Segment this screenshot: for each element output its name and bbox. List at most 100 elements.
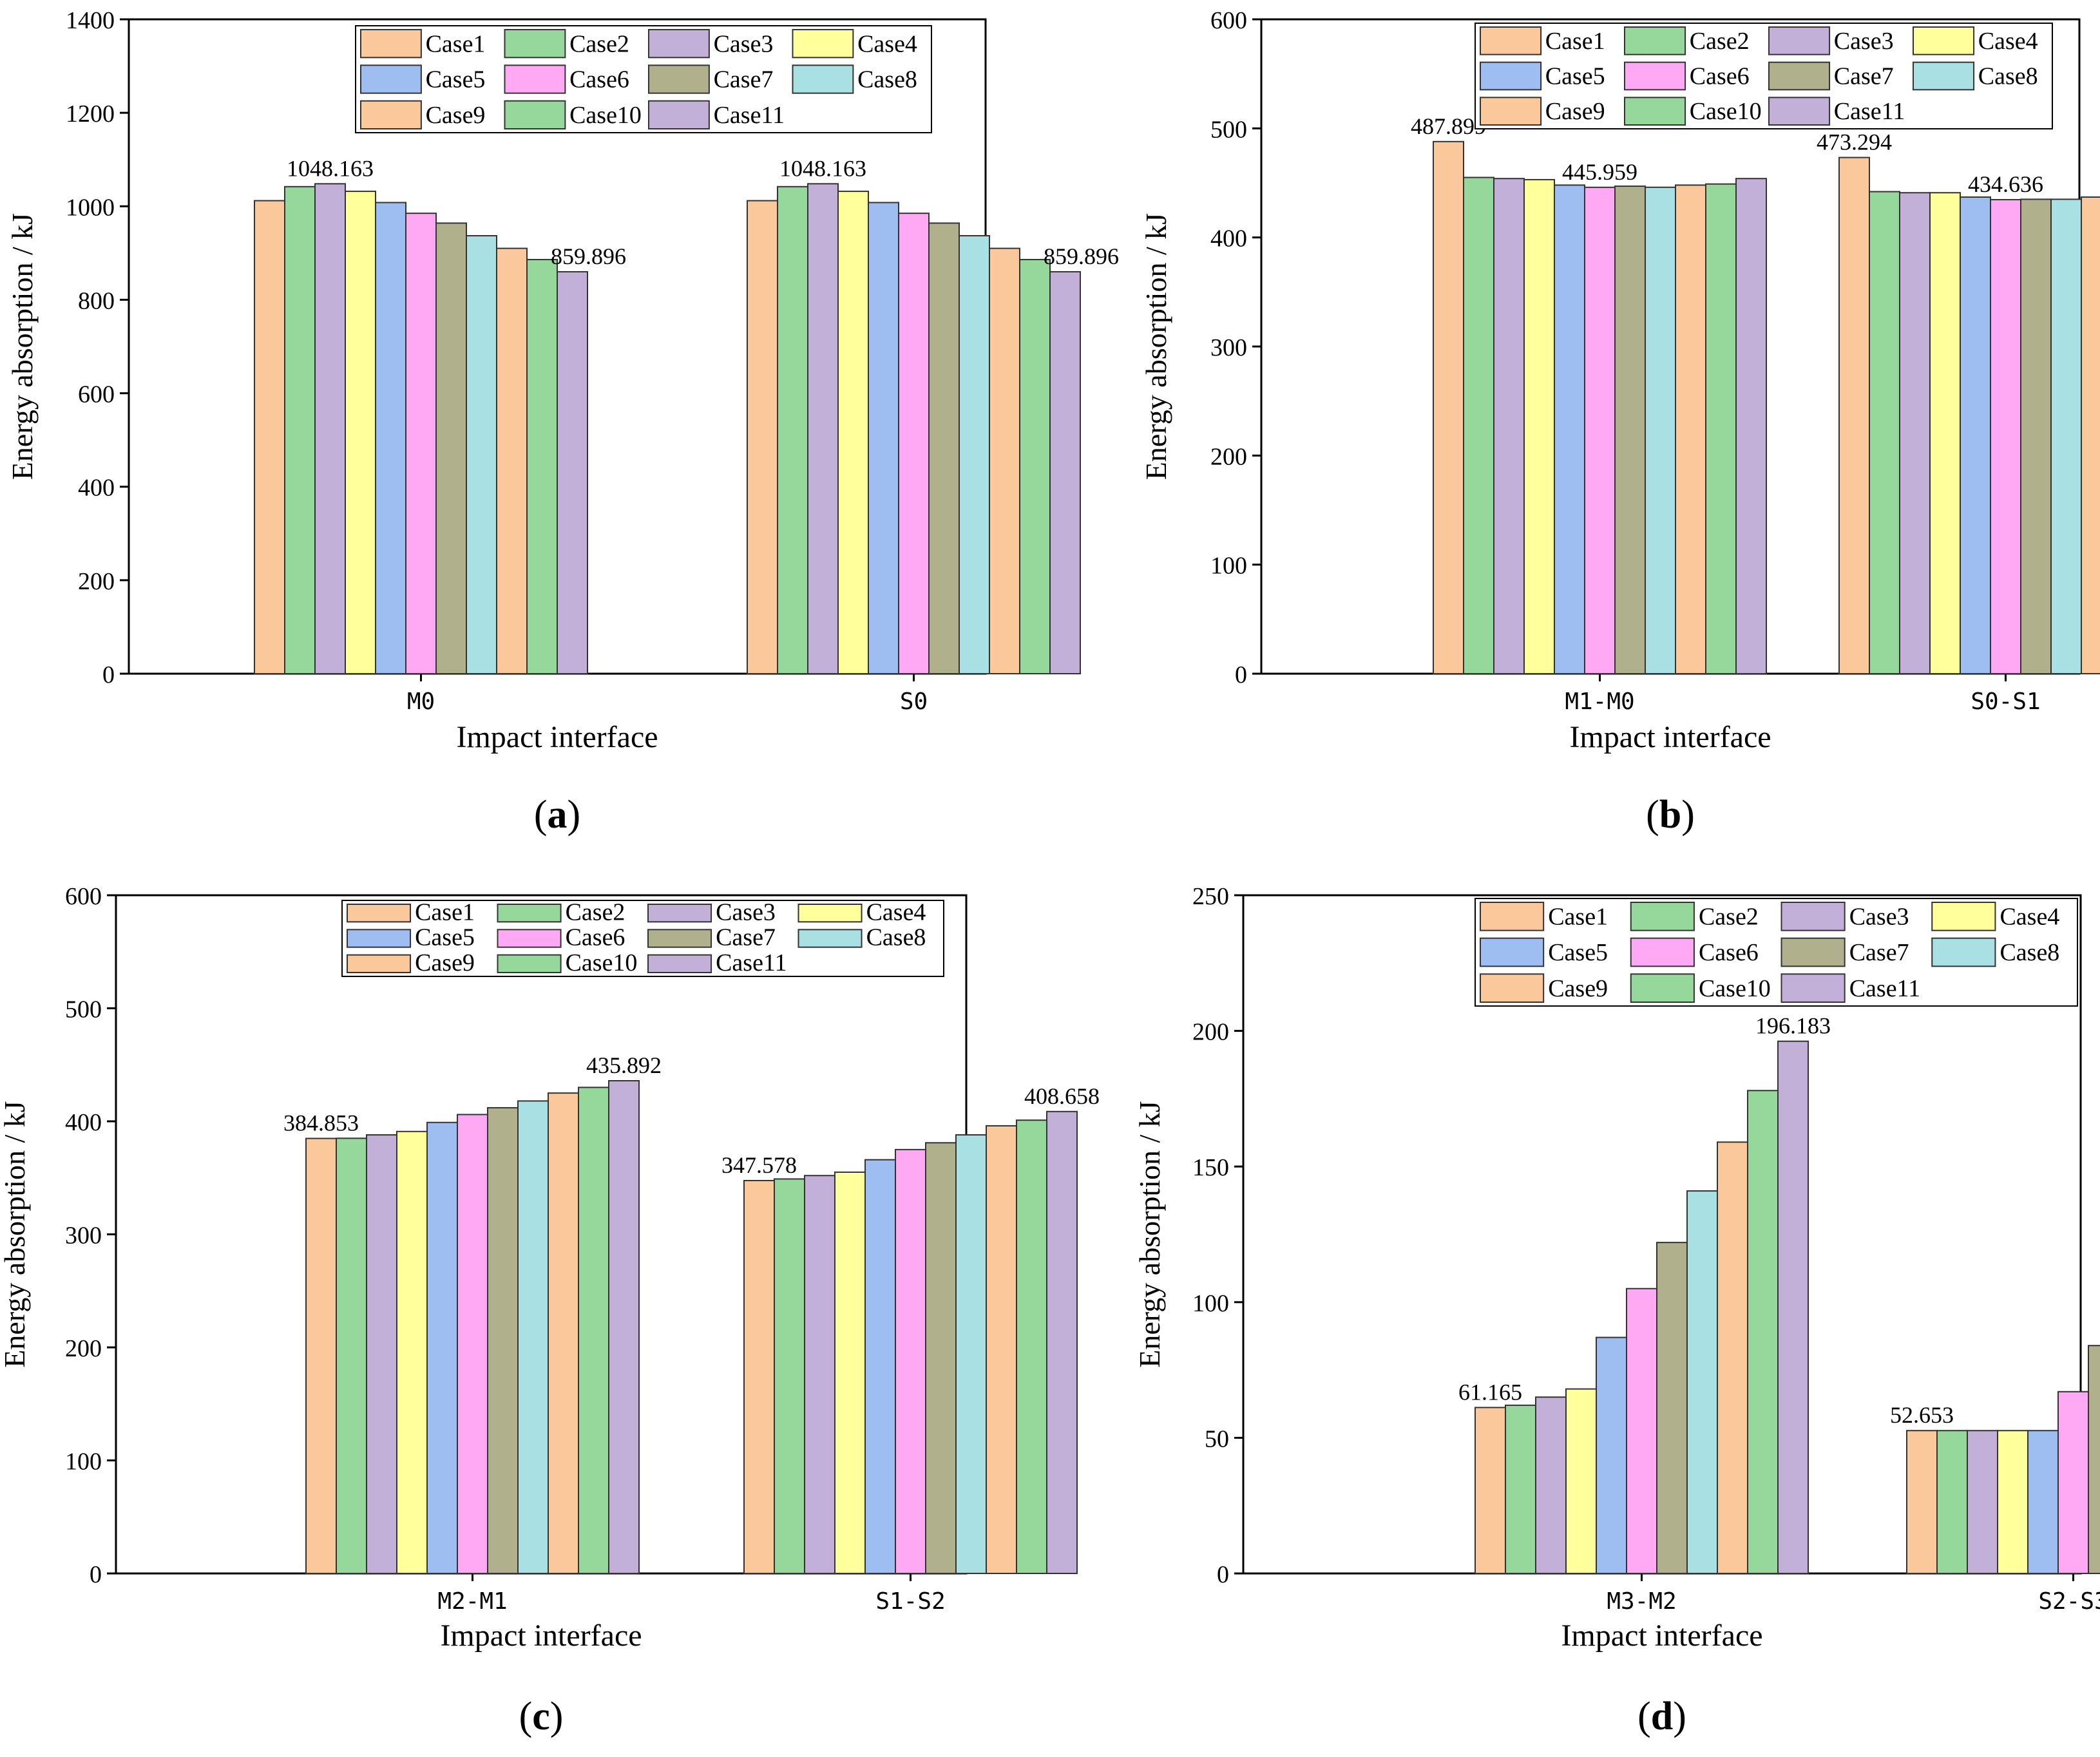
y-tick-label: 200 bbox=[1192, 1019, 1229, 1046]
data-label: 347.578 bbox=[721, 1152, 797, 1178]
bar-case1 bbox=[254, 200, 285, 674]
legend-entry: Case9 bbox=[426, 102, 486, 129]
y-tick-label: 500 bbox=[65, 996, 102, 1023]
bar-case11 bbox=[1049, 271, 1081, 674]
legend-entry: Case4 bbox=[2000, 904, 2059, 931]
bar-case6 bbox=[1990, 199, 2021, 675]
panel-label-close: ) bbox=[1681, 793, 1695, 837]
y-tick-label: 600 bbox=[78, 381, 115, 408]
legend-entry: Case4 bbox=[1978, 28, 2038, 55]
legend-swatch bbox=[647, 954, 712, 973]
legend-entry: Case1 bbox=[426, 30, 486, 57]
legend-entry: Case8 bbox=[857, 66, 917, 93]
legend-entry: Case5 bbox=[415, 924, 475, 951]
legend-entry: Case9 bbox=[415, 949, 475, 976]
legend-entry: Case8 bbox=[866, 924, 926, 951]
y-tick-label: 150 bbox=[1192, 1154, 1229, 1181]
legend-entry: Case10 bbox=[566, 949, 638, 976]
panel-label: (a) bbox=[534, 793, 580, 837]
bar-case8 bbox=[466, 235, 497, 674]
bar-case9 bbox=[986, 1125, 1017, 1574]
x-tick-label: M1-M0 bbox=[1565, 689, 1634, 715]
bar-case10 bbox=[526, 259, 558, 674]
bar-case7 bbox=[1614, 185, 1646, 674]
bar-case3 bbox=[314, 183, 346, 674]
y-tick-label: 50 bbox=[1205, 1425, 1229, 1452]
x-tick-label: M3-M2 bbox=[1607, 1588, 1676, 1615]
chart-panel-4: 0 50 100 150 200 250 Energy absorption / kJ Imp… bbox=[1133, 883, 2100, 1738]
legend-swatch bbox=[347, 954, 412, 973]
legend-swatch bbox=[1630, 902, 1695, 931]
y-tick-label: 250 bbox=[1192, 883, 1229, 910]
legend-entry: Case2 bbox=[1690, 28, 1750, 55]
bar-case5 bbox=[868, 202, 899, 675]
y-tick-label: 400 bbox=[1210, 225, 1247, 252]
bar-case6 bbox=[1626, 1287, 1657, 1574]
legend-entry: Case2 bbox=[569, 30, 629, 57]
panel-label-letter: d bbox=[1651, 1695, 1673, 1738]
panel-label-close: ) bbox=[550, 1695, 564, 1738]
bar-case5 bbox=[1960, 196, 1991, 675]
bar-case5 bbox=[1554, 184, 1585, 674]
bar-case3 bbox=[1535, 1396, 1567, 1574]
panel-label-close: ) bbox=[568, 793, 581, 837]
bar-case4 bbox=[345, 191, 376, 674]
legend-swatch bbox=[1624, 61, 1686, 91]
legend-swatch bbox=[360, 29, 422, 59]
bar-case4 bbox=[837, 191, 869, 674]
bar-case7 bbox=[2020, 198, 2052, 674]
data-label: 445.959 bbox=[1562, 159, 1637, 185]
bar-case7 bbox=[1656, 1242, 1688, 1574]
bar-case2 bbox=[1463, 176, 1494, 674]
legend-entry: Case6 bbox=[1690, 63, 1750, 90]
y-tick-label: 0 bbox=[1235, 661, 1247, 689]
bar-case4 bbox=[1523, 178, 1555, 675]
legend-swatch bbox=[1480, 902, 1545, 931]
x-tick-label: S2-S3 bbox=[2038, 1588, 2100, 1615]
y-tick-label: 600 bbox=[1210, 7, 1247, 34]
legend-swatch bbox=[648, 29, 710, 59]
bar-case1 bbox=[305, 1137, 337, 1574]
legend-swatch bbox=[347, 929, 412, 948]
legend-swatch bbox=[792, 29, 854, 59]
legend-entry: Case8 bbox=[1978, 63, 2038, 90]
y-tick-label: 1200 bbox=[66, 100, 115, 128]
legend-swatch bbox=[1780, 902, 1846, 931]
legend-entry: Case10 bbox=[1699, 975, 1771, 1002]
bar-case9 bbox=[989, 247, 1020, 675]
legend-entry: Case5 bbox=[1548, 939, 1608, 966]
bar-case3 bbox=[804, 1175, 835, 1574]
bar-case1 bbox=[1838, 157, 1870, 675]
bar-case4 bbox=[1997, 1430, 2028, 1575]
panel-label-open: ( bbox=[534, 793, 548, 837]
bar-case8 bbox=[2050, 198, 2082, 674]
legend-swatch bbox=[648, 100, 710, 130]
bar-case6 bbox=[1584, 186, 1616, 674]
y-tick-label: 0 bbox=[102, 661, 115, 689]
legend-swatch bbox=[504, 64, 566, 94]
legend-entry: Case9 bbox=[1545, 98, 1605, 125]
legend-swatch bbox=[792, 64, 854, 94]
x-axis-label: Impact interface bbox=[1569, 720, 1771, 754]
legend-entry: Case11 bbox=[1849, 975, 1920, 1002]
bar-case7 bbox=[928, 222, 960, 674]
bar-case10 bbox=[1705, 183, 1737, 674]
legend-swatch bbox=[497, 954, 562, 973]
legend-swatch bbox=[648, 64, 710, 94]
bar-case1 bbox=[747, 200, 778, 674]
bar-case6 bbox=[898, 213, 930, 674]
legend-swatch bbox=[797, 904, 863, 923]
legend-entry: Case3 bbox=[716, 898, 776, 926]
data-label: 52.653 bbox=[1890, 1402, 1954, 1428]
legend-swatch bbox=[647, 929, 712, 948]
legend-swatch bbox=[360, 64, 422, 94]
bar-case2 bbox=[774, 1178, 805, 1574]
bar-case6 bbox=[895, 1148, 926, 1574]
bar-case4 bbox=[1565, 1388, 1597, 1574]
y-axis-label: Energy absorption / kJ bbox=[0, 1101, 31, 1367]
data-label: 384.853 bbox=[283, 1110, 359, 1136]
y-tick-label: 600 bbox=[65, 883, 102, 910]
bar-case9 bbox=[1675, 184, 1706, 674]
legend-entry: Case1 bbox=[1548, 904, 1608, 931]
